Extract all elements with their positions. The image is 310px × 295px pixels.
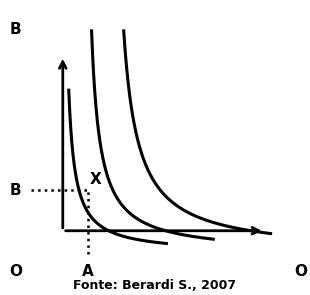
Text: Fonte: Berardi S., 2007: Fonte: Berardi S., 2007 (73, 279, 237, 292)
Text: O: O (9, 264, 22, 279)
Text: Fig.1.14 – Mappa di curve di indifferenza per il turi: Fig.1.14 – Mappa di curve di indifferenz… (0, 1, 310, 12)
Text: X: X (90, 172, 102, 187)
Text: A: A (82, 264, 94, 279)
Text: B: B (10, 22, 21, 37)
Text: O: O (294, 264, 307, 279)
Text: B: B (10, 183, 21, 198)
